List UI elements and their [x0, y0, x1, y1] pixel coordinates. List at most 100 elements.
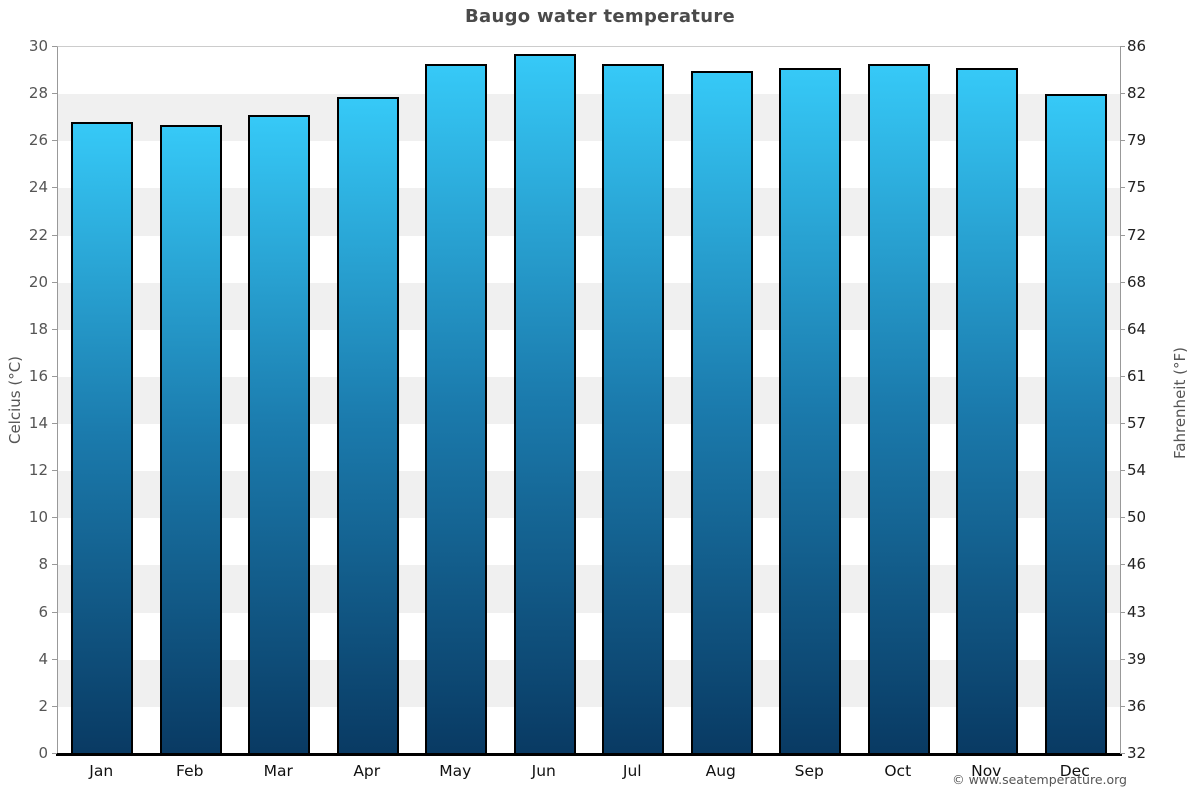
grid-band [58, 376, 1120, 425]
y-tick-fahrenheit: 61 [1127, 366, 1147, 385]
y-tick-fahrenheit: 43 [1127, 602, 1147, 621]
y-tick-fahrenheit: 72 [1127, 225, 1147, 244]
tick-mark [1120, 423, 1125, 424]
tick-mark [1120, 93, 1125, 94]
x-tick-jun: Jun [531, 762, 556, 780]
grid-band [58, 471, 1120, 519]
y-tick-celsius: 8 [38, 555, 48, 574]
y-tick-fahrenheit: 86 [1127, 37, 1147, 55]
y-tick-celsius: 0 [38, 744, 48, 762]
y-axis-label-fahrenheit: Fahrenheit (°F) [1171, 347, 1189, 459]
tick-mark [52, 706, 57, 707]
x-tick-nov: Nov [971, 762, 1002, 780]
grid-band [58, 612, 1120, 660]
tick-mark [52, 187, 57, 188]
y-tick-fahrenheit: 36 [1127, 696, 1147, 715]
x-tick-apr: Apr [353, 762, 381, 780]
grid-band [58, 329, 1120, 377]
y-tick-celsius: 6 [38, 602, 48, 621]
bar-apr[interactable] [336, 96, 399, 754]
tick-mark [1120, 140, 1125, 141]
y-tick-fahrenheit: 79 [1127, 131, 1147, 150]
y-tick-celsius: 28 [28, 84, 48, 103]
bar-jan[interactable] [71, 122, 134, 754]
bar-mar[interactable] [248, 115, 311, 754]
tick-mark [52, 93, 57, 94]
y-tick-celsius: 4 [38, 649, 48, 668]
y-tick-celsius: 12 [28, 461, 48, 480]
bar-jun[interactable] [513, 54, 576, 754]
x-tick-feb: Feb [176, 762, 204, 780]
x-tick-jan: Jan [89, 762, 114, 780]
bar-oct[interactable] [867, 63, 930, 754]
x-tick-dec: Dec [1059, 762, 1090, 780]
grid-band [58, 235, 1120, 283]
y-tick-fahrenheit: 39 [1127, 649, 1147, 668]
copyright-link[interactable]: © www.seatemperature.org [952, 772, 1127, 787]
bar-sep[interactable] [779, 68, 842, 754]
tick-mark [52, 140, 57, 141]
grid-band [58, 188, 1120, 236]
tick-mark [52, 659, 57, 660]
bar-jul[interactable] [602, 63, 665, 754]
grid-band [58, 659, 1120, 707]
y-tick-celsius: 18 [28, 319, 48, 338]
grid-band [58, 706, 1120, 754]
tick-mark [1120, 470, 1125, 471]
tick-mark [52, 235, 57, 236]
y-tick-celsius: 16 [28, 366, 48, 385]
y-tick-fahrenheit: 46 [1127, 555, 1147, 574]
tick-mark [52, 46, 57, 47]
y-tick-celsius: 30 [28, 37, 48, 55]
bar-aug[interactable] [690, 70, 753, 754]
y-tick-celsius: 2 [38, 696, 48, 715]
y-tick-fahrenheit: 54 [1127, 461, 1147, 480]
tick-mark [52, 282, 57, 283]
tick-mark [1120, 235, 1125, 236]
y-tick-celsius: 26 [28, 131, 48, 150]
tick-mark [1120, 564, 1125, 565]
y-tick-celsius: 14 [28, 414, 48, 433]
grid-band [58, 282, 1120, 330]
y-tick-fahrenheit: 75 [1127, 178, 1147, 197]
bar-may[interactable] [425, 63, 488, 754]
grid-band [58, 565, 1120, 613]
grid-band [58, 141, 1120, 189]
tick-mark [52, 564, 57, 565]
y-tick-fahrenheit: 64 [1127, 319, 1147, 338]
tick-mark [52, 753, 57, 754]
y-tick-celsius: 22 [28, 225, 48, 244]
x-tick-may: May [439, 762, 472, 780]
tick-mark [1120, 329, 1125, 330]
y-tick-fahrenheit: 82 [1127, 84, 1147, 103]
y-tick-fahrenheit: 57 [1127, 414, 1147, 433]
x-axis-baseline [56, 753, 1122, 756]
bar-nov[interactable] [956, 68, 1019, 754]
tick-mark [52, 329, 57, 330]
x-tick-mar: Mar [263, 762, 293, 780]
grid-band [58, 47, 1120, 95]
y-tick-fahrenheit: 68 [1127, 272, 1147, 291]
tick-mark [1120, 46, 1125, 47]
plot-area [56, 46, 1122, 756]
tick-mark [1120, 282, 1125, 283]
y-tick-fahrenheit: 50 [1127, 508, 1147, 527]
grid-band [58, 424, 1120, 472]
bar-feb[interactable] [159, 124, 222, 754]
bar-dec[interactable] [1044, 94, 1107, 754]
tick-mark [52, 612, 57, 613]
tick-mark [52, 423, 57, 424]
y-tick-celsius: 24 [28, 178, 48, 197]
y-tick-fahrenheit: 32 [1127, 744, 1147, 762]
tick-mark [1120, 187, 1125, 188]
x-tick-jul: Jul [622, 762, 642, 780]
y-tick-celsius: 20 [28, 272, 48, 291]
tick-mark [1120, 753, 1125, 754]
y-tick-celsius: 10 [28, 508, 48, 527]
tick-mark [1120, 612, 1125, 613]
x-tick-oct: Oct [884, 762, 912, 780]
x-tick-aug: Aug [705, 762, 736, 780]
tick-mark [52, 470, 57, 471]
tick-mark [1120, 376, 1125, 377]
